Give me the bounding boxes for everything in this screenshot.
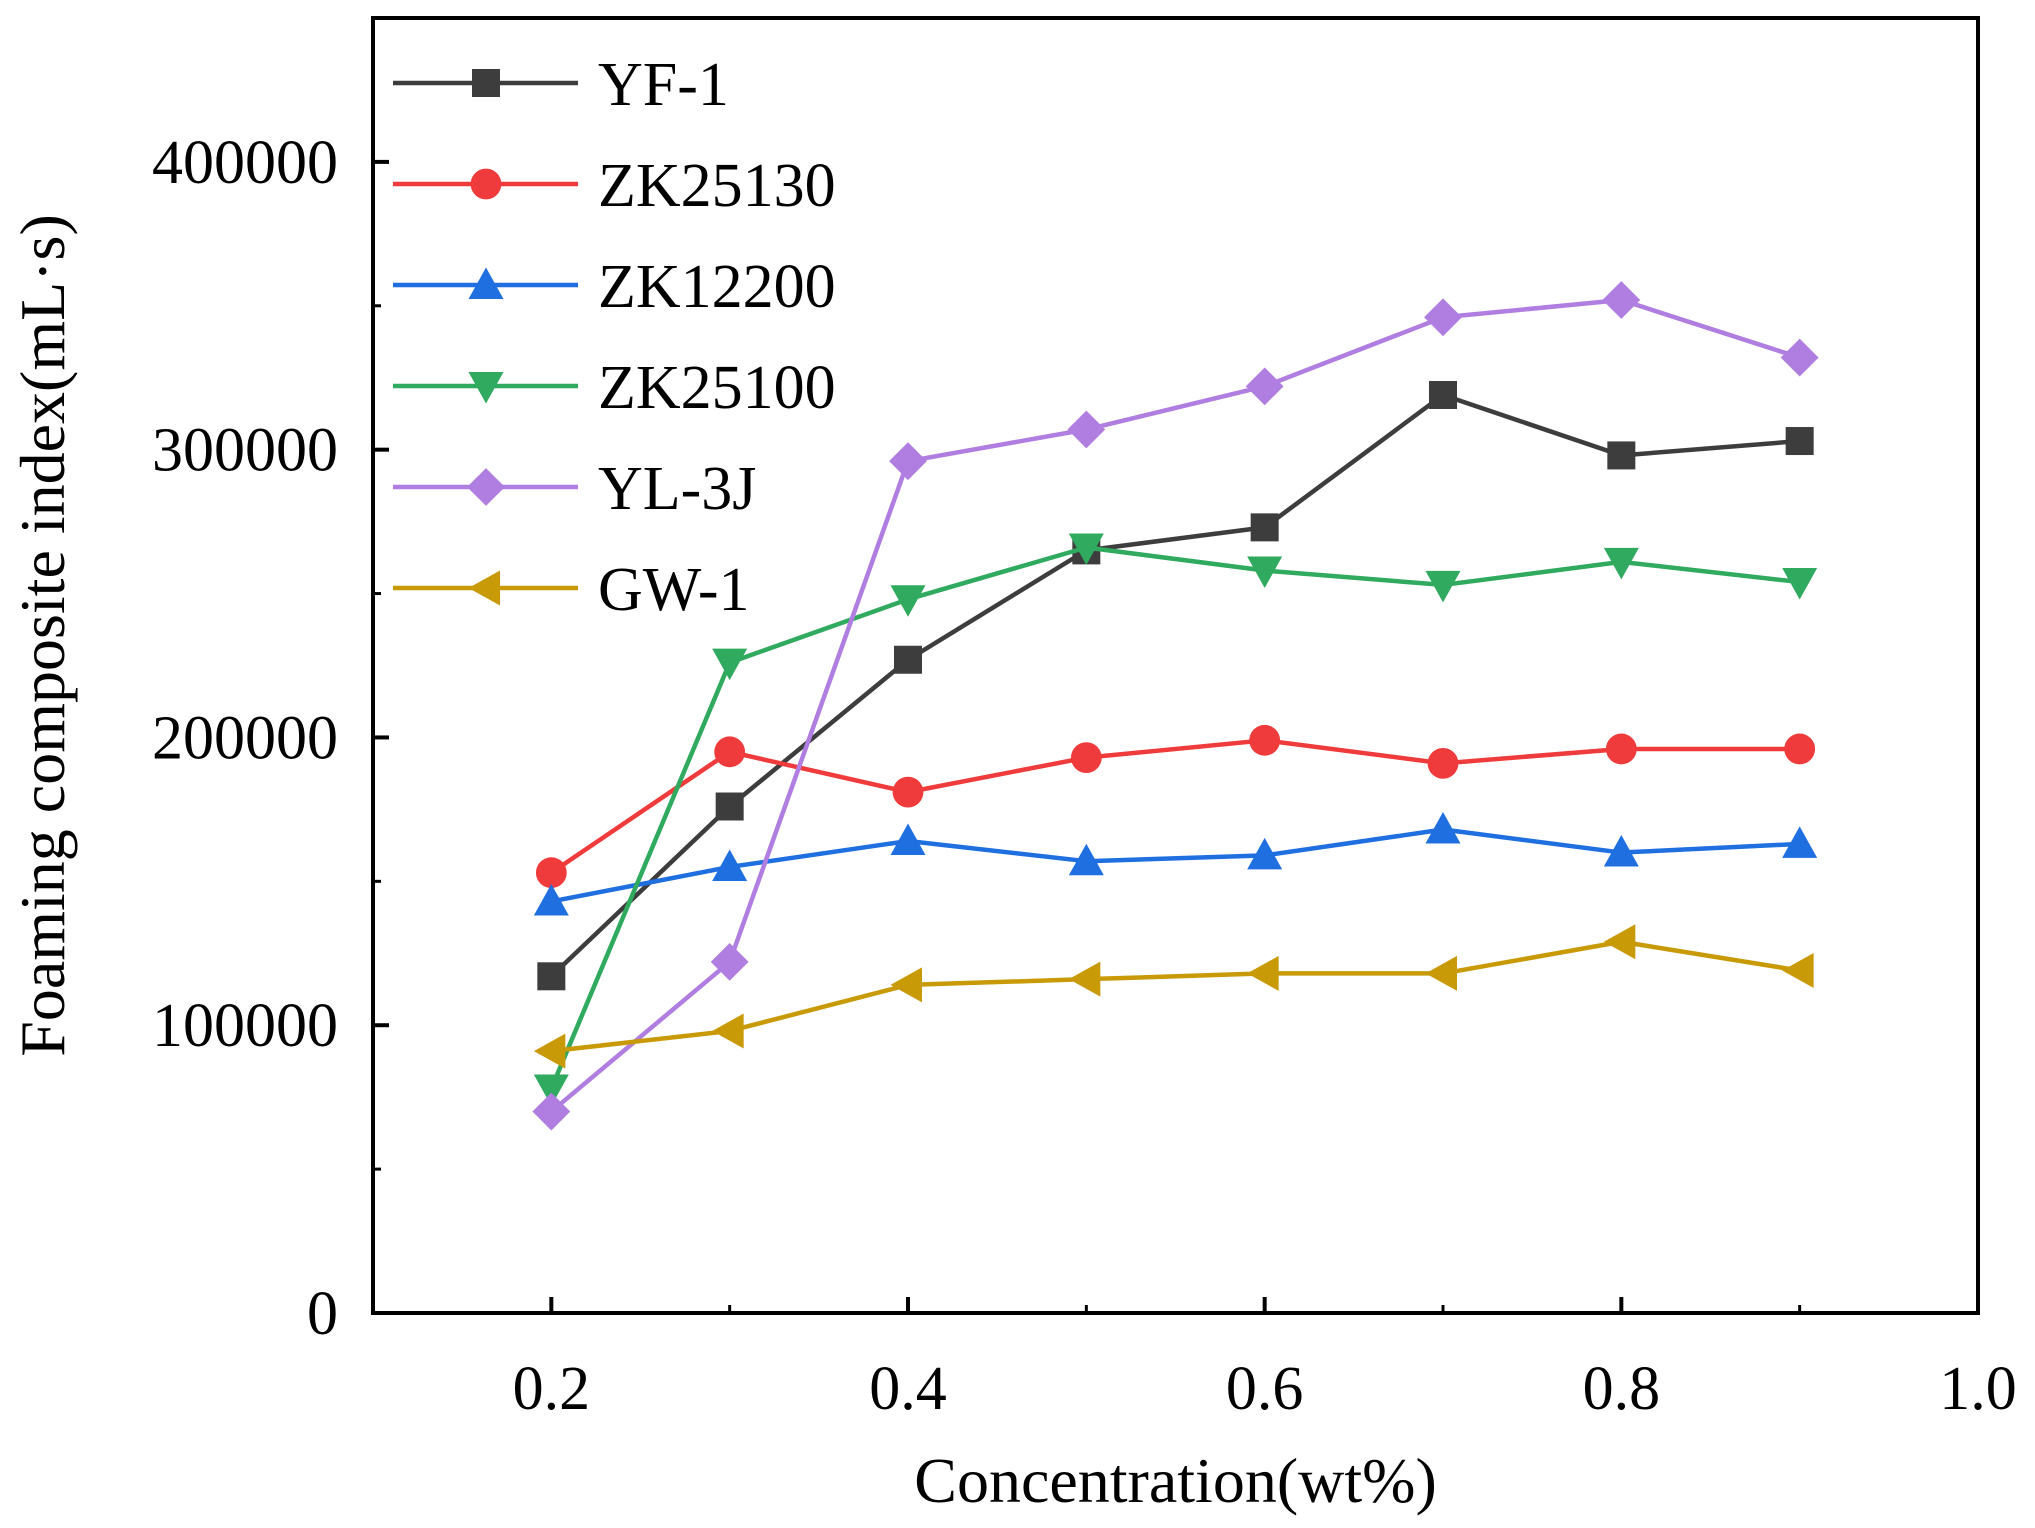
legend-label: ZK12200 (598, 253, 836, 321)
data-point (1427, 747, 1459, 779)
data-point (535, 857, 567, 889)
series-yl-3j (532, 281, 1819, 1131)
data-point (1249, 724, 1281, 756)
data-point (1782, 953, 1814, 989)
x-tick-label: 0.2 (513, 1355, 591, 1423)
x-tick-label: 1.0 (1939, 1355, 2017, 1423)
data-point (532, 1092, 571, 1131)
x-axis-title: Concentration(wt%) (914, 1445, 1437, 1516)
data-point (1603, 835, 1639, 867)
data-point (892, 776, 924, 808)
data-point (1424, 298, 1462, 337)
y-axis-title: Foaming composite index(mL·s) (7, 214, 78, 1057)
data-point (1603, 924, 1636, 960)
data-point (714, 736, 746, 768)
legend-marker (470, 168, 502, 200)
data-point (1784, 733, 1816, 765)
series-zk25100 (533, 533, 1818, 1107)
legend-item: YF-1 (393, 51, 729, 119)
series-zk25130 (535, 724, 1816, 889)
data-point (1605, 733, 1637, 765)
data-point (1780, 338, 1819, 377)
data-point (1067, 410, 1106, 449)
data-point (1247, 837, 1283, 870)
legend-marker (468, 570, 500, 606)
legend-item: ZK12200 (393, 253, 836, 321)
legend-label: ZK25100 (598, 354, 836, 422)
legend: YF-1 ZK25130 ZK12200 ZK25100 YL-3J GW-1 (393, 51, 836, 624)
y-axis: 0 100000 200000 300000 400000 (152, 129, 389, 1348)
legend-marker (467, 468, 505, 506)
legend-marker (468, 372, 504, 404)
x-axis: 0.2 0.4 0.6 0.8 1.0 (371, 1297, 2017, 1423)
data-point (1425, 570, 1461, 603)
data-point (715, 792, 744, 821)
data-point (1602, 281, 1641, 319)
legend-label: YF-1 (598, 51, 729, 119)
legend-item: YL-3J (393, 455, 756, 523)
data-point (533, 1074, 569, 1107)
legend-item: ZK25130 (393, 152, 836, 220)
x-tick-label: 0.8 (1583, 1355, 1661, 1423)
legend-marker (468, 267, 504, 299)
y-tick-label: 200000 (152, 704, 338, 772)
series-line (550, 827, 1800, 904)
legend-label: GW-1 (598, 556, 750, 624)
data-point (1782, 568, 1818, 600)
data-point (1245, 367, 1284, 406)
legend-label: YL-3J (598, 455, 756, 523)
data-point (1607, 441, 1636, 470)
data-point (712, 1013, 744, 1049)
data-point (890, 967, 922, 1003)
series-gw-1 (533, 924, 1814, 1069)
data-point (1068, 843, 1104, 876)
data-point (1785, 427, 1814, 456)
y-tick-label: 0 (307, 1280, 338, 1348)
y-tick-label: 300000 (152, 417, 338, 485)
data-point (710, 943, 749, 981)
data-point (1068, 961, 1101, 997)
y-tick-label: 100000 (152, 992, 338, 1060)
data-point (1429, 380, 1457, 409)
data-point (890, 585, 926, 617)
data-point (533, 1033, 566, 1069)
x-tick-label: 0.6 (1226, 1355, 1304, 1423)
data-point (712, 648, 748, 681)
data-point (1247, 556, 1283, 589)
data-point (1070, 742, 1102, 773)
x-tick-label: 0.4 (869, 1355, 947, 1423)
data-point (1425, 812, 1461, 844)
series-line (549, 297, 1801, 1114)
legend-item: GW-1 (393, 556, 750, 624)
data-point (889, 442, 927, 481)
series-line (549, 392, 1800, 978)
data-point (1603, 547, 1639, 580)
legend-marker (472, 69, 500, 97)
data-point (533, 883, 569, 916)
legend-label: ZK25130 (598, 152, 836, 220)
data-point (890, 823, 926, 856)
data-point (1425, 955, 1457, 991)
data-point (537, 962, 566, 991)
series-line (549, 545, 1800, 1090)
data-point (1068, 533, 1104, 566)
series-line (551, 939, 1801, 1054)
series-line (550, 738, 1800, 875)
y-tick-label: 400000 (152, 129, 338, 197)
legend-item: ZK25100 (393, 354, 836, 422)
plot-frame (371, 16, 1980, 1315)
data-point (1250, 513, 1279, 542)
series-zk12200 (533, 812, 1818, 916)
data-point (1782, 826, 1818, 858)
data-point (894, 645, 922, 674)
data-point (712, 849, 748, 881)
data-point (1247, 955, 1279, 991)
